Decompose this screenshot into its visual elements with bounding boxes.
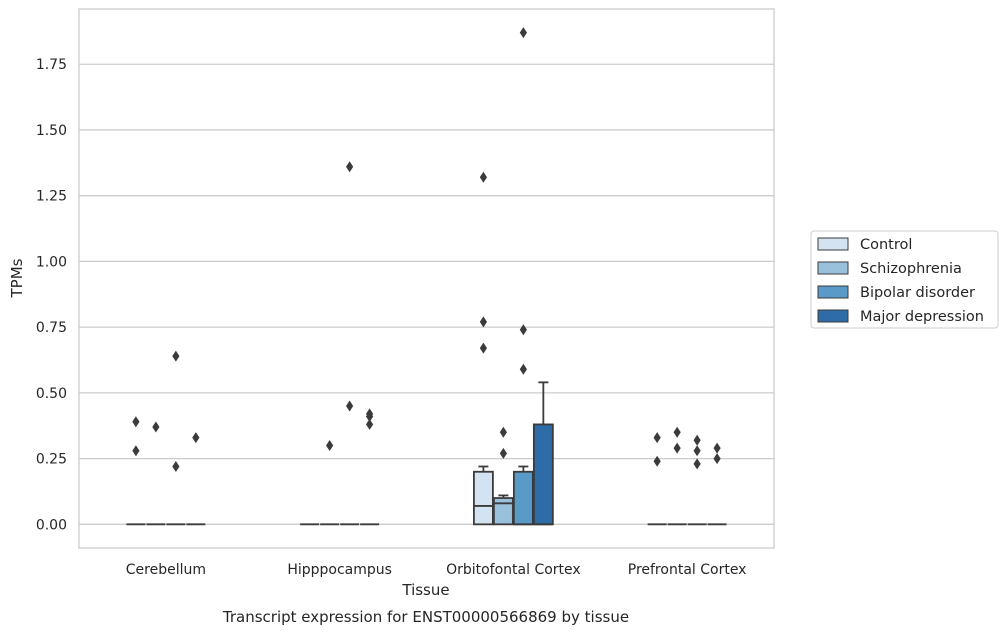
y-axis-label: TPMs — [8, 258, 26, 298]
legend-swatch — [817, 237, 849, 251]
y-tick-label: 1.50 — [36, 123, 67, 139]
legend-label: Bipolar disorder — [860, 285, 975, 301]
legend-item: Bipolar disorder — [817, 285, 975, 301]
outlier-point — [653, 455, 661, 467]
y-tick-label: 1.75 — [36, 57, 67, 73]
box-series — [126, 381, 727, 526]
outlier-point — [673, 426, 681, 438]
outlier-point — [152, 421, 160, 433]
y-tick-label: 1.25 — [36, 189, 67, 205]
legend-label: Control — [860, 237, 912, 253]
outlier-point — [346, 161, 354, 173]
outlier-point — [365, 418, 374, 430]
outlier-point — [479, 316, 488, 328]
outlier-point — [519, 363, 527, 375]
plot-frame — [78, 8, 775, 549]
legend: Control Schizophrenia Bipolar disorder Majo… — [810, 230, 999, 329]
outlier-point — [673, 442, 681, 454]
legend-item: Schizophrenia — [817, 261, 962, 277]
x-tick-label: Prefrontal Cortex — [628, 562, 747, 578]
plot-area — [78, 8, 775, 549]
legend-item: Major depression — [817, 309, 984, 325]
outlier-point — [499, 447, 507, 459]
y-tick-label: 0.50 — [36, 386, 67, 402]
x-axis-label: Tissue — [401, 581, 449, 599]
legend-swatch — [817, 261, 849, 275]
outlier-point — [519, 27, 527, 39]
box-rect — [512, 470, 534, 526]
box — [532, 381, 554, 526]
outlier-point — [346, 400, 354, 412]
outlier-points — [132, 27, 721, 472]
outlier-point — [713, 453, 721, 465]
legend-swatch — [817, 309, 849, 323]
outlier-point — [693, 445, 701, 457]
x-axis-ticks: Cerebellum Hipppocampus Orbitofontal Corte… — [126, 562, 747, 578]
outlier-point — [693, 434, 701, 446]
y-tick-label: 0.75 — [36, 320, 67, 336]
outlier-point — [365, 411, 374, 423]
outlier-point — [132, 445, 140, 457]
box-rect — [532, 423, 554, 526]
outlier-point — [519, 324, 527, 336]
x-tick-label: Orbitofontal Cortex — [446, 562, 581, 578]
y-axis-ticks: 0.00 0.25 0.50 0.75 1.00 1.25 1.50 1.75 — [36, 57, 67, 533]
box-rect — [473, 470, 494, 526]
outlier-point — [172, 460, 180, 472]
outlier-point — [479, 342, 488, 354]
legend-swatch — [817, 285, 849, 299]
legend-label: Schizophrenia — [860, 261, 962, 277]
legend-frame — [810, 230, 999, 329]
outlier-point — [653, 432, 661, 444]
outlier-point — [499, 426, 507, 438]
y-tick-label: 0.25 — [36, 452, 67, 468]
legend-item: Control — [817, 237, 912, 253]
outlier-point — [326, 439, 334, 451]
outlier-point — [192, 432, 200, 444]
outlier-point — [172, 350, 180, 362]
box — [512, 465, 534, 526]
outlier-point — [132, 416, 140, 428]
box — [492, 494, 514, 526]
outlier-point — [713, 442, 721, 454]
box-rect — [492, 497, 514, 526]
legend-label: Major depression — [860, 309, 984, 325]
y-tick-label: 0.00 — [36, 517, 67, 533]
box — [473, 465, 494, 526]
x-tick-label: Cerebellum — [126, 562, 206, 578]
outlier-point — [479, 171, 488, 183]
x-tick-label: Hipppocampus — [287, 562, 392, 578]
y-tick-label: 1.00 — [36, 254, 67, 270]
outlier-point — [693, 458, 701, 470]
chart-caption: Transcript expression for ENST0000056686… — [222, 608, 629, 626]
